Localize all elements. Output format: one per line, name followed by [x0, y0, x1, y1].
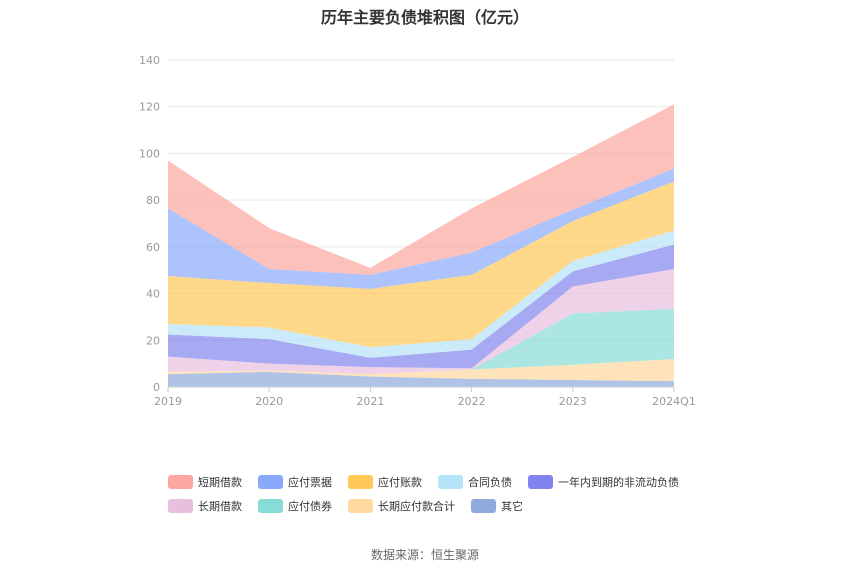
area-长期应付款合计[interactable]: [168, 358, 674, 382]
y-tick-label: 20: [146, 334, 160, 347]
y-tick-label: 140: [139, 54, 160, 67]
y-tick-label: 100: [139, 147, 160, 160]
y-tick-label: 80: [146, 194, 160, 207]
area-series: [168, 104, 674, 387]
area-短期借款[interactable]: [168, 104, 674, 275]
legend-swatch: [348, 499, 373, 513]
legend-swatch: [471, 499, 496, 513]
legend-item[interactable]: 一年内到期的非流动负债: [528, 475, 679, 489]
legend-item[interactable]: 长期应付款合计: [348, 499, 455, 513]
legend-item[interactable]: 应付债券: [258, 499, 332, 513]
legend-label: 一年内到期的非流动负债: [558, 475, 679, 489]
legend-swatch: [168, 499, 193, 513]
legend-swatch: [258, 499, 283, 513]
legend-label: 应付票据: [288, 475, 332, 489]
legend-swatch: [348, 475, 373, 489]
area-应付账款[interactable]: [168, 181, 674, 348]
area-长期借款[interactable]: [168, 269, 674, 375]
legend-item[interactable]: 短期借款: [168, 475, 242, 489]
area-其它[interactable]: [168, 371, 674, 387]
legend-label: 应付账款: [378, 475, 422, 489]
y-tick-label: 0: [153, 381, 160, 394]
legend-swatch: [168, 475, 193, 489]
x-tick-label: 2023: [559, 395, 587, 408]
source-label: 数据来源：: [370, 548, 431, 562]
legend-item[interactable]: 长期借款: [168, 499, 242, 513]
area-应付票据[interactable]: [168, 168, 674, 289]
axes: 0 20 40 60 80 100 120 140 2019 2020 2021 2022 2023 20…: [139, 54, 696, 408]
legend-label: 其它: [501, 499, 523, 513]
legend-label: 合同负债: [468, 475, 512, 489]
x-tick-label: 2019: [154, 395, 182, 408]
legend-item[interactable]: 合同负债: [438, 475, 512, 489]
legend-item[interactable]: 应付账款: [348, 475, 422, 489]
y-tick-label: 120: [139, 101, 160, 114]
legend-label: 长期借款: [198, 499, 242, 513]
area-一年内到期的非流动负债[interactable]: [168, 244, 674, 369]
area-应付债券[interactable]: [168, 308, 674, 375]
source-name: 恒生聚源: [431, 548, 480, 562]
x-tick-label: 2021: [356, 395, 384, 408]
x-tick-label: 2022: [458, 395, 486, 408]
legend-item[interactable]: 其它: [471, 499, 523, 513]
x-tick-label: 2020: [255, 395, 283, 408]
legend-swatch: [528, 475, 553, 489]
legend-swatch: [438, 475, 463, 489]
source-note: 数据来源：恒生聚源: [0, 546, 850, 563]
legend-item[interactable]: 应付票据: [258, 475, 332, 489]
y-tick-label: 60: [146, 241, 160, 254]
legend-label: 短期借款: [198, 475, 242, 489]
x-tick-label: 2024Q1: [652, 395, 696, 408]
y-tick-label: 40: [146, 288, 160, 301]
legend-swatch: [258, 475, 283, 489]
legend-label: 长期应付款合计: [378, 499, 455, 513]
chart-title: 历年主要负债堆积图（亿元）: [320, 8, 529, 27]
legend-label: 应付债券: [288, 499, 332, 513]
